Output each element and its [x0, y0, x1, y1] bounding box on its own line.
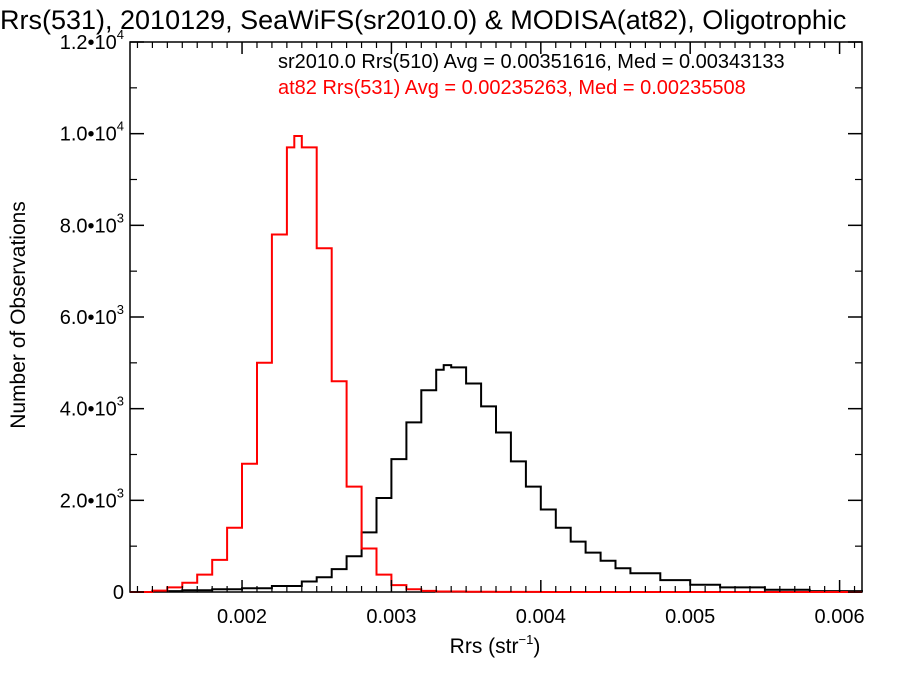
y-tick-mantissa: 8.0•10 — [60, 215, 117, 237]
x-tick-label: 0.006 — [815, 606, 865, 628]
y-tick-label: 2.0•103 — [60, 485, 124, 512]
x-axis-label-main: Rrs (str — [450, 635, 519, 658]
x-tick-label: 0.005 — [665, 606, 715, 628]
series-line-red — [130, 135, 862, 593]
x-tick-label: 0.002 — [217, 606, 267, 628]
y-tick-label: 1.0•104 — [60, 119, 124, 146]
axis-ticks: 0.002 0.003 0.004 0.005 0.00602.0•1034.0•103… — [60, 27, 865, 628]
y-tick-mantissa: 2.0•10 — [60, 490, 117, 512]
x-tick-label: 0.003 — [366, 606, 416, 628]
y-tick-mantissa: 6.0•10 — [60, 307, 117, 329]
y-tick-label: 6.0•103 — [60, 302, 124, 329]
y-tick-mantissa: 4.0•10 — [60, 399, 117, 421]
y-tick-exponent: 4 — [117, 27, 124, 42]
chart-title: Rrs(531), 2010129, SeaWiFS(sr2010.0) & M… — [0, 5, 846, 35]
y-tick-exponent: 3 — [117, 394, 124, 409]
y-tick-label: 0 — [113, 582, 124, 604]
series-line-black — [130, 364, 863, 593]
plot-frame — [129, 41, 863, 593]
y-tick-exponent: 4 — [117, 119, 124, 134]
x-axis-label-superscript: −1 — [519, 632, 534, 647]
x-axis-label-close: ) — [533, 635, 540, 658]
legend-entry: at82 Rrs(531) Avg = 0.00235263, Med = 0.… — [278, 77, 746, 99]
legend: sr2010.0 Rrs(510) Avg = 0.00351616, Med … — [278, 51, 785, 99]
y-tick-exponent: 3 — [117, 210, 124, 225]
x-axis-label: Rrs (str−1) — [450, 632, 541, 658]
y-tick-mantissa: 1.2•10 — [60, 32, 117, 54]
y-tick-label: 1.2•104 — [60, 27, 124, 54]
legend-entry: sr2010.0 Rrs(510) Avg = 0.00351616, Med … — [278, 51, 785, 73]
y-axis-label: Number of Observations — [7, 201, 30, 429]
y-tick-label: 8.0•103 — [60, 210, 124, 237]
y-tick-exponent: 3 — [117, 302, 124, 317]
y-tick-mantissa: 1.0•10 — [60, 124, 117, 146]
x-tick-label: 0.004 — [516, 606, 566, 628]
y-tick-exponent: 3 — [117, 485, 124, 500]
plot-area — [129, 41, 863, 593]
y-tick-label: 4.0•103 — [60, 394, 124, 421]
y-tick-mantissa: 0 — [113, 582, 124, 604]
series-group — [130, 135, 863, 593]
